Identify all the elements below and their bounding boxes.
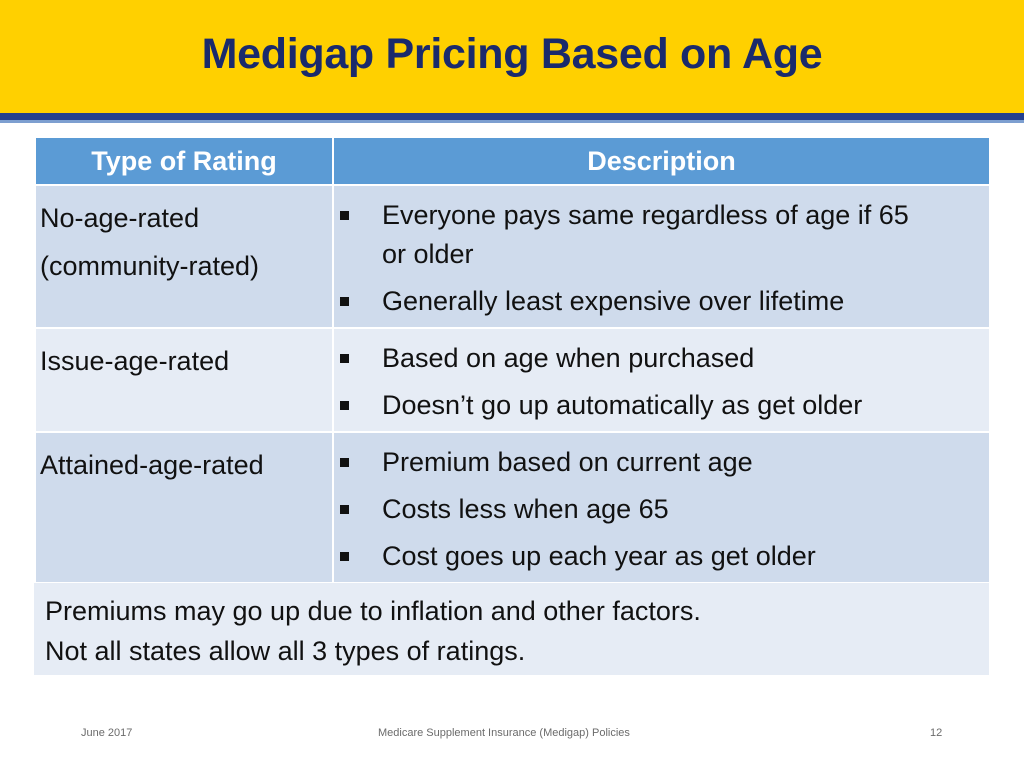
note-box: Premiums may go up due to inflation and …: [34, 583, 989, 675]
title-rule-light: [0, 120, 1024, 123]
table-row: Issue-age-rated Based on age when purcha…: [34, 327, 991, 433]
slide-title: Medigap Pricing Based on Age: [201, 30, 823, 78]
bullet-text: Generally least expensive over lifetime: [382, 286, 845, 316]
bullet-text: Doesn’t go up automatically as get older: [382, 390, 863, 420]
bullet-text: Everyone pays same regardless of age if …: [382, 200, 909, 269]
rating-type-cell: Issue-age-rated: [34, 327, 334, 433]
square-bullet-icon: [340, 354, 349, 363]
rating-type-cell: No-age-rated (community-rated): [34, 184, 334, 329]
table-row: No-age-rated (community-rated) Everyone …: [34, 184, 991, 329]
square-bullet-icon: [340, 458, 349, 467]
bullet-text: Premium based on current age: [382, 447, 753, 477]
description-cell: Based on age when purchased Doesn’t go u…: [332, 327, 991, 433]
page-number: 12: [930, 727, 943, 739]
title-rule-dark: [0, 113, 1024, 120]
rating-type-sublabel: (community-rated): [40, 251, 260, 281]
table-header-row: Type of Rating Description: [34, 136, 991, 186]
description-list: Based on age when purchased Doesn’t go u…: [334, 339, 989, 425]
description-list: Everyone pays same regardless of age if …: [334, 196, 989, 321]
list-item: Everyone pays same regardless of age if …: [334, 196, 989, 274]
square-bullet-icon: [340, 505, 349, 514]
square-bullet-icon: [340, 297, 349, 306]
bullet-text: Cost goes up each year as get older: [382, 541, 816, 571]
footer-date: June 2017: [81, 727, 133, 739]
description-cell: Everyone pays same regardless of age if …: [332, 184, 991, 329]
list-item: Costs less when age 65: [334, 490, 989, 529]
description-list: Premium based on current age Costs less …: [334, 443, 989, 576]
rating-table: Type of Rating Description No-age-rated …: [34, 136, 991, 584]
square-bullet-icon: [340, 552, 349, 561]
square-bullet-icon: [340, 401, 349, 410]
title-band: Medigap Pricing Based on Age: [0, 0, 1024, 113]
header-description: Description: [332, 136, 991, 186]
header-type-of-rating: Type of Rating: [34, 136, 334, 186]
list-item: Based on age when purchased: [334, 339, 989, 378]
footer-title: Medicare Supplement Insurance (Medigap) …: [378, 727, 630, 739]
list-item: Cost goes up each year as get older: [334, 537, 989, 576]
bullet-text: Based on age when purchased: [382, 343, 755, 373]
table-row: Attained-age-rated Premium based on curr…: [34, 431, 991, 584]
rating-type-label: No-age-rated: [40, 203, 200, 233]
list-item: Premium based on current age: [334, 443, 989, 482]
list-item: Doesn’t go up automatically as get older: [334, 386, 989, 425]
rating-type-label: Issue-age-rated: [40, 346, 230, 376]
note-line: Not all states allow all 3 types of rati…: [45, 636, 526, 666]
square-bullet-icon: [340, 211, 349, 220]
list-item: Generally least expensive over lifetime: [334, 282, 989, 321]
bullet-text: Costs less when age 65: [382, 494, 669, 524]
rating-type-label: Attained-age-rated: [40, 450, 264, 480]
note-line: Premiums may go up due to inflation and …: [45, 596, 701, 626]
description-cell: Premium based on current age Costs less …: [332, 431, 991, 584]
rating-type-cell: Attained-age-rated: [34, 431, 334, 584]
